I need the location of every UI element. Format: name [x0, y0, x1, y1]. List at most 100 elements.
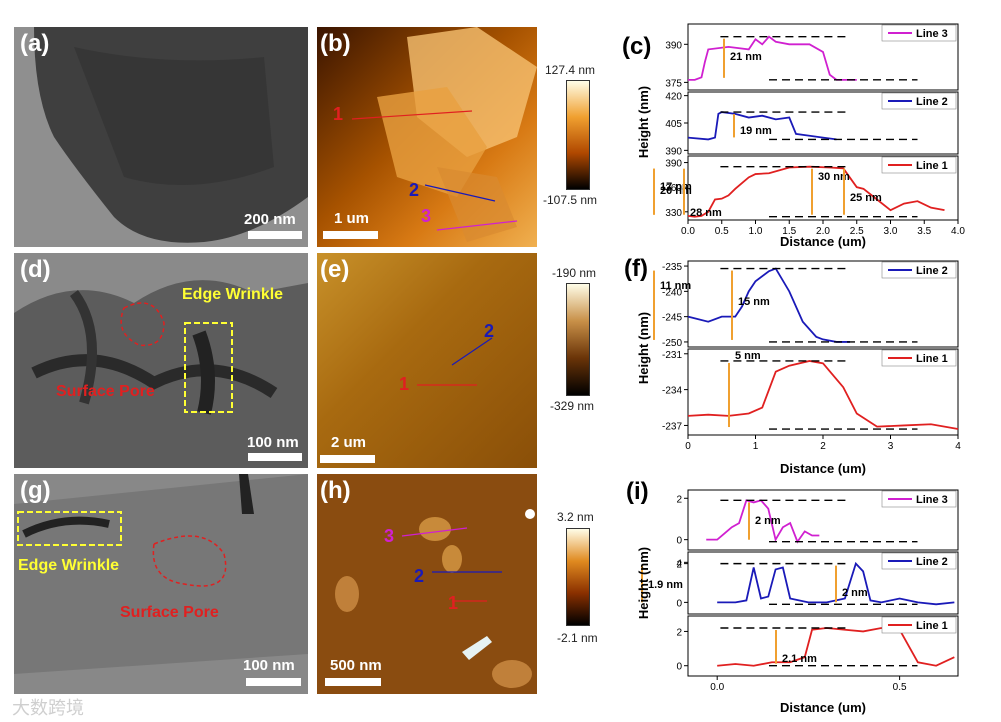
y-tick-label: -240: [662, 287, 682, 298]
panel-d-surface-pore-label: Surface Pore: [56, 383, 155, 400]
x-axis-label: Distance (um): [780, 234, 866, 249]
x-tick-label: 0.0: [681, 226, 695, 237]
height-annotation: 1.9 nm: [648, 579, 683, 591]
subplot-frame: [687, 23, 959, 91]
legend-label: Line 3: [916, 494, 948, 506]
height-annotation: 2 nm: [842, 587, 868, 599]
panel-b-label: (b): [320, 30, 351, 57]
legend-box: [881, 616, 957, 634]
height-annotation: 5 nm: [735, 350, 761, 362]
series-line-line-1: [687, 165, 945, 218]
y-tick-label: -235: [662, 262, 682, 273]
height-annotation: 2.1 nm: [782, 653, 817, 665]
panel-b-line1-label: 1: [333, 104, 344, 124]
panel-h-texture: [317, 474, 537, 694]
panel-g-surface-pore-label: Surface Pore: [120, 604, 219, 621]
y-tick-label: 0: [676, 536, 682, 547]
legend-box: [881, 261, 957, 279]
panel-b-cbar-max: 127.4 nm: [545, 63, 596, 77]
panel-c-chart: 375 390 Line 3 21 nm 390 405 420 Line 2 19 nm 330…: [636, 23, 965, 249]
panel-h-label: (h): [320, 477, 351, 504]
panel-b-scalebar: [323, 231, 378, 239]
height-annotation: 19 nm: [740, 125, 772, 137]
x-tick-label: 2.5: [850, 226, 864, 237]
subplot-frame: [687, 551, 959, 615]
panel-h-line1-label: 1: [448, 593, 459, 613]
panel-e-label: (e): [320, 256, 350, 283]
panel-b-line2-label: 2: [409, 180, 420, 200]
subplot-frame: [687, 260, 959, 348]
x-tick-label: 4.0: [951, 226, 965, 237]
panel-d-label: (d): [20, 256, 51, 283]
y-tick-label: 390: [665, 146, 682, 157]
y-tick-label: 4: [676, 558, 682, 569]
y-axis-label: Height (nm): [636, 312, 651, 384]
x-tick-label: 3.5: [917, 226, 931, 237]
x-tick-label: 0.0: [710, 682, 724, 693]
panel-g-texture: [14, 474, 308, 694]
subplot-frame: [687, 489, 959, 551]
panel-e-line1-label: 1: [399, 374, 410, 394]
panel-e-line2-label: 2: [484, 321, 495, 341]
y-tick-label: 0: [676, 598, 682, 609]
x-tick-label: 1.0: [749, 226, 763, 237]
x-axis-label: Distance (um): [780, 461, 866, 476]
y-tick-label: 2: [676, 560, 682, 571]
series-line-line-3: [706, 499, 820, 544]
panel-e-colorbar: [566, 283, 590, 396]
y-tick-label: -234: [662, 386, 682, 397]
height-annotation: 2 nm: [755, 515, 781, 527]
x-tick-label: 1.5: [782, 226, 796, 237]
legend-box: [881, 490, 957, 508]
panel-g-edge-wrinkle-label: Edge Wrinkle: [18, 557, 120, 574]
legend-label: Line 2: [916, 96, 948, 108]
y-tick-label: 390: [665, 159, 682, 170]
panel-c-label: (c): [622, 33, 652, 60]
panel-h-scale-text: 500 nm: [330, 657, 382, 674]
panel-f-label: (f): [624, 255, 648, 282]
panel-e-scale-text: 2 um: [331, 434, 367, 451]
x-axis-label: Distance (um): [780, 700, 866, 715]
y-tick-label: 2: [676, 627, 682, 638]
panel-h-scalebar: [325, 678, 381, 686]
height-annotation: 25 nm: [850, 192, 882, 204]
y-axis-label: Height (nm): [636, 547, 651, 619]
panel-h-afm-image: [317, 474, 537, 694]
series-line-line-1: [717, 627, 955, 667]
subplot-frame: [687, 615, 959, 677]
y-tick-label: -237: [662, 421, 682, 432]
legend-box: [881, 552, 957, 570]
x-tick-label: 2: [820, 441, 826, 452]
y-tick-label: 375: [665, 78, 682, 89]
y-tick-label: 420: [665, 92, 682, 103]
y-axis-label: Height (nm): [636, 86, 651, 158]
legend-label: Line 1: [916, 620, 948, 632]
series-line-line-3: [688, 35, 857, 81]
y-tick-label: 360: [665, 183, 682, 194]
x-tick-label: 3: [888, 441, 894, 452]
panel-d-edge-wrinkle-label: Edge Wrinkle: [182, 286, 284, 303]
watermark-text: 大数跨境: [12, 698, 84, 719]
panel-i-label: (i): [626, 478, 649, 505]
panel-b-colorbar: [566, 80, 590, 190]
panel-e-scalebar: [320, 455, 375, 463]
panel-h-cbar-max: 3.2 nm: [557, 510, 594, 524]
legend-label: Line 3: [916, 28, 948, 40]
panel-h-line2-label: 2: [414, 566, 425, 586]
panel-b-afm-image: [317, 27, 537, 247]
panel-d-scale-text: 100 nm: [247, 434, 299, 451]
y-tick-label: 330: [665, 208, 682, 219]
y-tick-label: 2: [676, 494, 682, 505]
y-tick-label: -231: [662, 350, 682, 361]
height-annotation: 30 nm: [818, 171, 850, 183]
series-line-line-2: [717, 561, 955, 606]
panel-b-cbar-min: -107.5 nm: [543, 193, 598, 207]
x-tick-label: 2.0: [816, 226, 830, 237]
height-annotation: 15 nm: [738, 296, 770, 308]
x-tick-label: 0.5: [715, 226, 729, 237]
panel-a-tem-image: [14, 27, 308, 247]
panel-b-line3-label: 3: [421, 206, 432, 226]
x-tick-label: 4: [955, 441, 961, 452]
panel-g-scalebar: [246, 678, 301, 686]
